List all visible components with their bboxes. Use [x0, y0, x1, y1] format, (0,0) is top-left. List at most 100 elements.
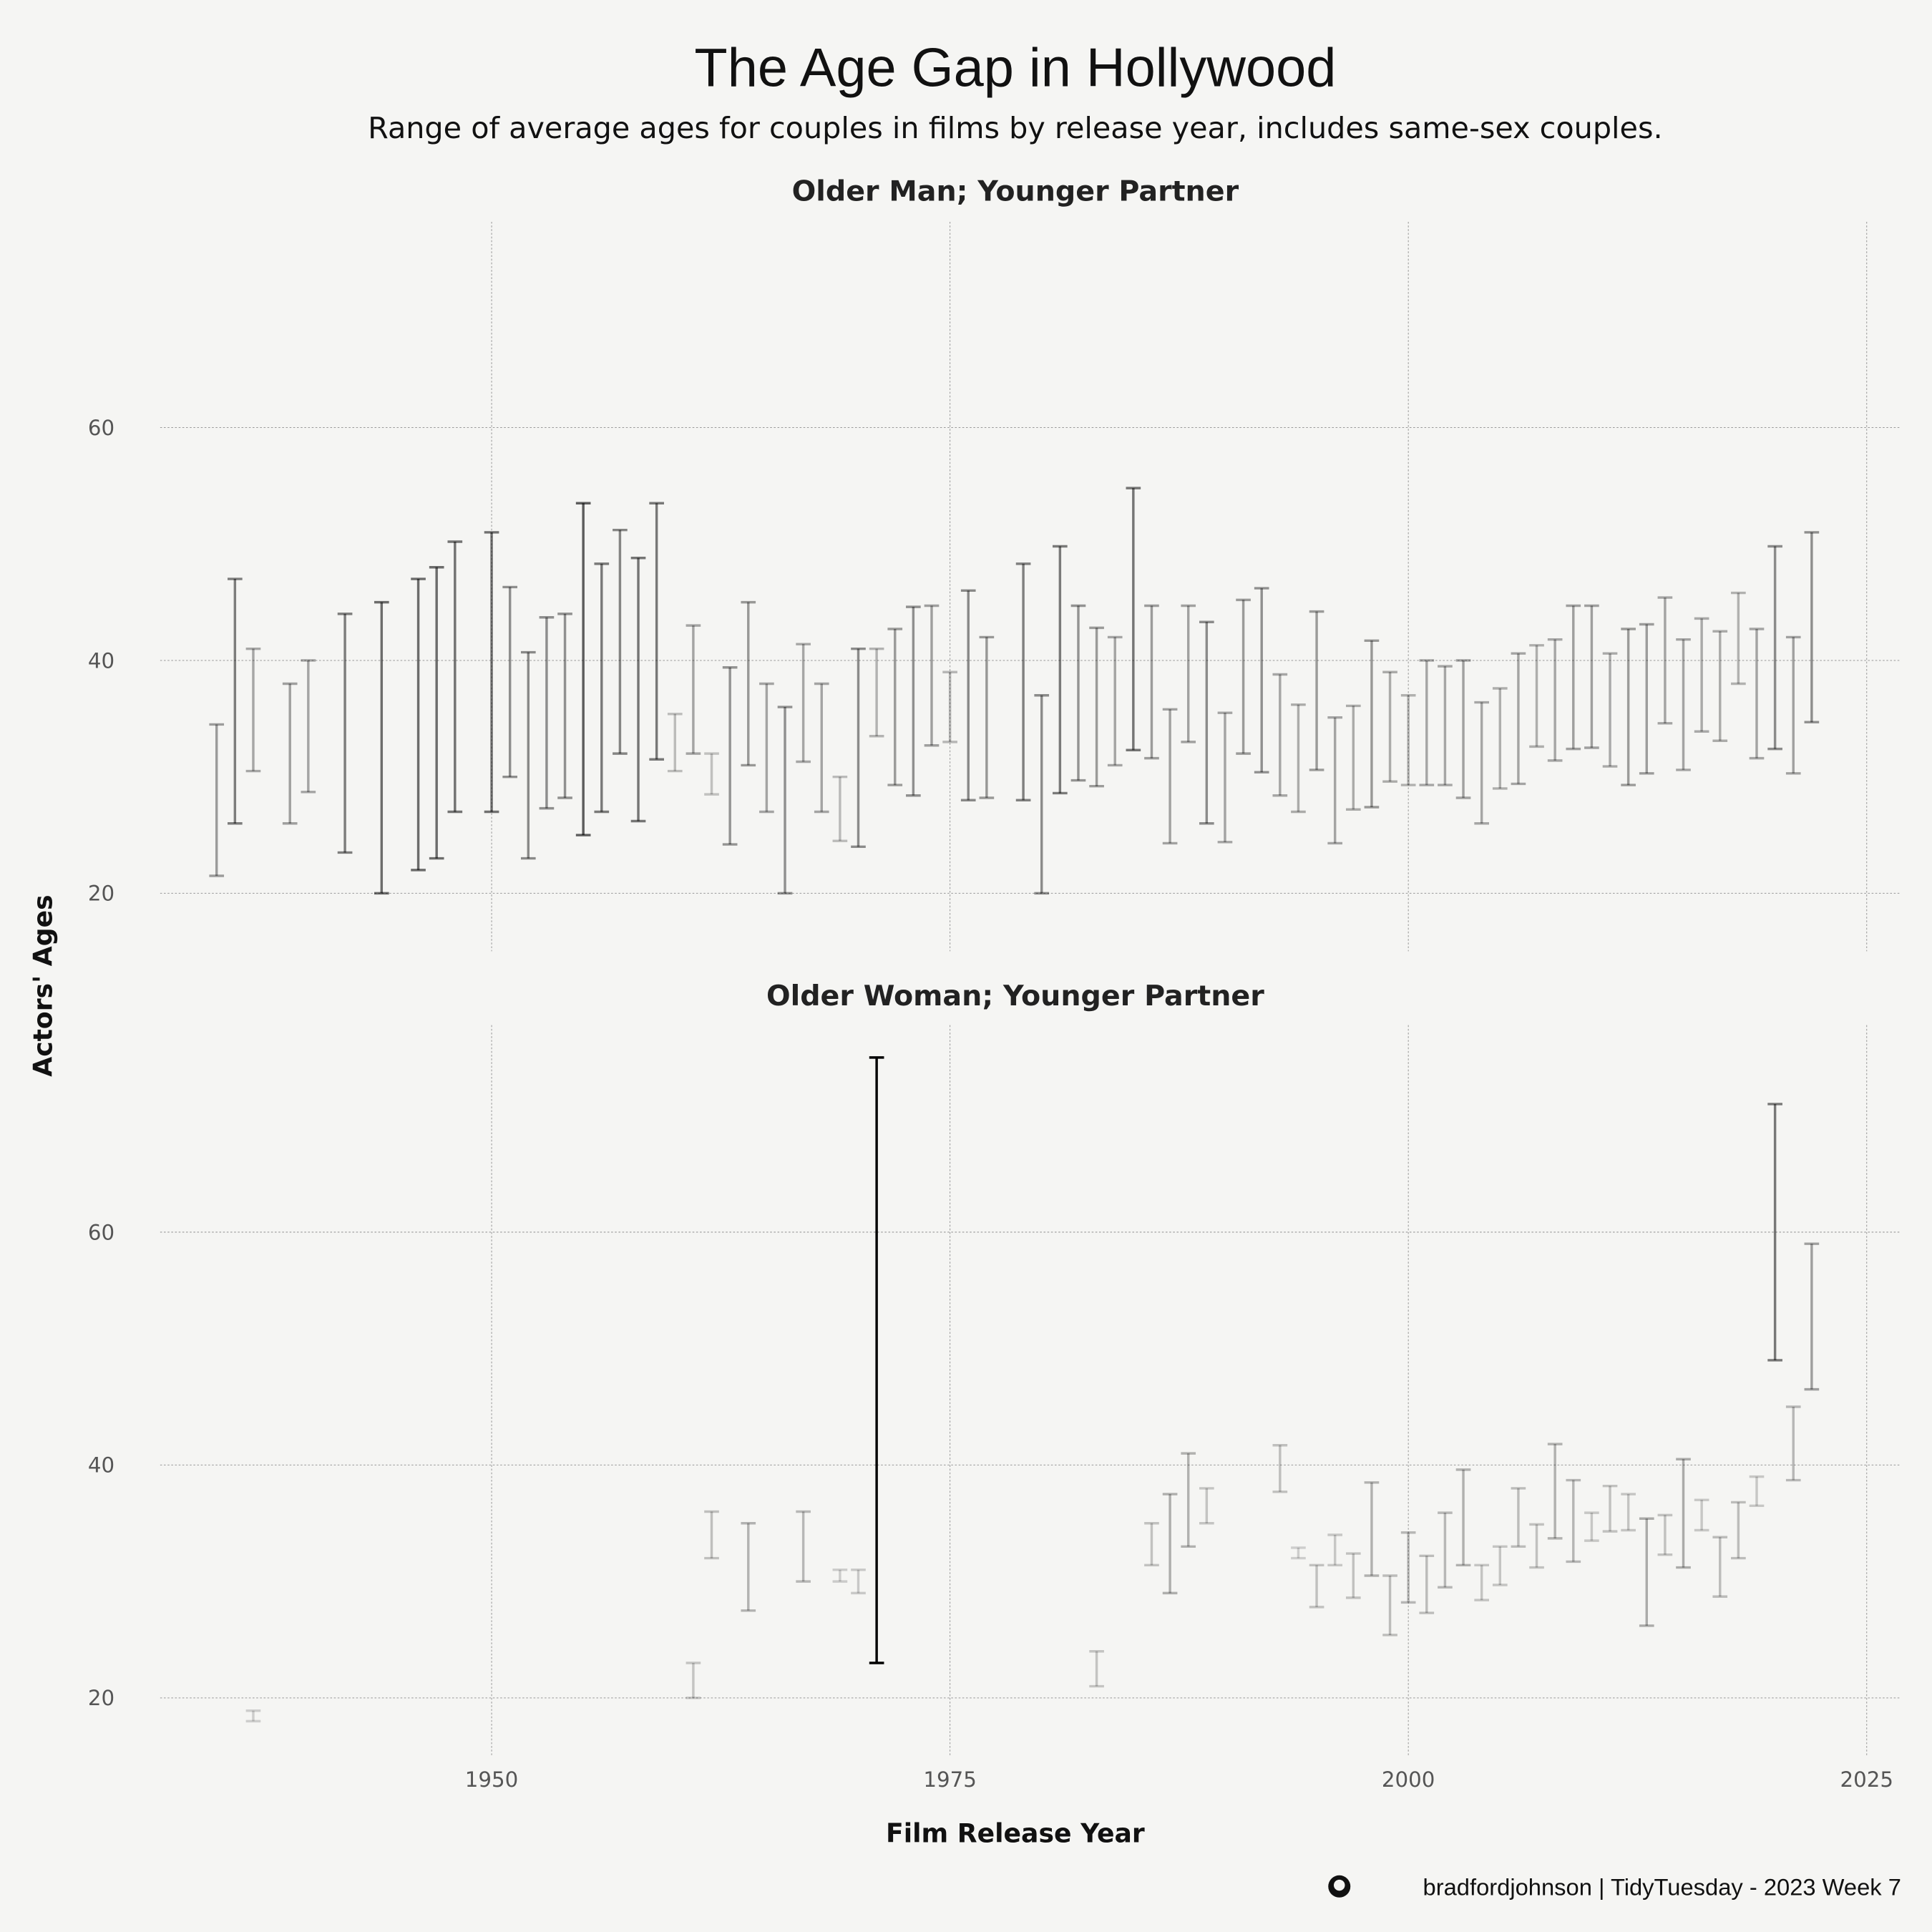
error-bar	[1236, 598, 1251, 755]
error-bar	[1694, 617, 1709, 733]
error-bar	[502, 585, 518, 779]
error-bar	[1199, 1487, 1214, 1525]
error-bar	[1345, 1552, 1361, 1599]
error-bar	[649, 502, 664, 761]
error-bar	[447, 540, 463, 814]
panel-older-man: 20 40 60	[88, 221, 1901, 952]
error-bar	[1364, 639, 1380, 809]
error-bar	[1621, 1493, 1636, 1532]
error-bar	[1162, 708, 1178, 845]
error-bar	[1529, 644, 1544, 748]
error-bar	[374, 600, 389, 895]
error-bar	[832, 775, 848, 842]
panel-label-older-man: Older Man; Younger Partner	[792, 175, 1239, 208]
error-bar	[1217, 711, 1233, 844]
error-bar	[1767, 1103, 1782, 1362]
error-bar	[1382, 670, 1397, 783]
error-bar	[1529, 1523, 1544, 1569]
error-bar	[1492, 1545, 1508, 1586]
error-bar	[1438, 1511, 1453, 1589]
y-tick-label: 20	[88, 1686, 114, 1710]
error-bar	[1015, 562, 1031, 801]
error-bar	[1804, 531, 1820, 723]
error-bar	[1785, 635, 1801, 775]
error-bar	[1657, 596, 1673, 725]
error-bar	[1089, 1650, 1104, 1688]
error-bar	[704, 752, 719, 796]
error-bar	[1566, 1478, 1581, 1563]
error-bar	[1107, 635, 1123, 767]
error-bar	[1053, 545, 1068, 795]
error-bar	[1474, 1563, 1489, 1601]
chart-title: The Age Gap in Hollywood	[694, 38, 1336, 99]
x-axis-ticks: 1950 1975 2000 2025	[465, 1767, 1893, 1792]
error-bar	[1749, 1475, 1765, 1508]
error-bar	[1639, 1517, 1654, 1627]
error-bar	[906, 605, 921, 797]
error-bar	[575, 502, 591, 836]
error-bar	[869, 647, 884, 738]
error-bar	[1309, 1563, 1324, 1609]
error-bar	[1731, 1501, 1746, 1560]
error-bar	[777, 706, 793, 895]
error-bar	[741, 600, 756, 767]
y-axis-label: Actors' Ages	[27, 894, 58, 1076]
error-bar	[1602, 1484, 1618, 1533]
error-bar	[796, 643, 811, 763]
error-bar	[1547, 638, 1563, 762]
error-bar	[594, 562, 610, 814]
error-bar	[1455, 1468, 1471, 1567]
error-bar	[796, 1510, 811, 1583]
error-bar	[832, 1568, 848, 1583]
error-bar	[1291, 1546, 1306, 1560]
error-bar	[1566, 604, 1581, 751]
error-bar	[1474, 701, 1489, 825]
error-bar	[1419, 1554, 1435, 1614]
panel-label-older-woman: Older Woman; Younger Partner	[766, 980, 1264, 1013]
error-bar	[1767, 545, 1782, 751]
error-bar	[722, 666, 738, 846]
error-bar	[851, 647, 866, 849]
error-bar	[1676, 638, 1691, 771]
error-bar	[1547, 1443, 1563, 1540]
error-bar	[1144, 604, 1159, 760]
y-tick-label: 60	[88, 1220, 114, 1244]
error-bar	[411, 577, 426, 872]
error-bar	[1749, 628, 1765, 760]
caption: bradfordjohnson | TidyTuesday - 2023 Wee…	[1423, 1873, 1901, 1900]
error-bar	[1621, 628, 1636, 786]
x-tick-label: 1975	[923, 1767, 976, 1792]
y-tick-label: 40	[88, 1453, 114, 1478]
error-bar	[759, 682, 774, 814]
error-bar	[1584, 1511, 1599, 1542]
error-bar	[282, 682, 298, 825]
y-tick-label: 60	[88, 416, 114, 440]
error-bar	[1034, 694, 1050, 895]
error-bar	[630, 557, 646, 823]
x-tick-label: 2000	[1382, 1767, 1435, 1792]
error-bar	[1144, 1522, 1159, 1567]
error-bar	[1327, 1533, 1343, 1567]
error-bar	[557, 613, 572, 799]
error-bar	[1181, 604, 1196, 743]
error-bar	[1272, 673, 1288, 797]
error-bar	[814, 682, 829, 814]
error-bar	[337, 613, 353, 854]
chart-subtitle: Range of average ages for couples in fil…	[368, 111, 1662, 145]
error-bar	[1804, 1242, 1820, 1391]
error-bar	[1400, 694, 1416, 786]
error-bar	[301, 659, 316, 794]
error-bar	[228, 577, 243, 825]
error-bar	[979, 635, 995, 799]
error-bar	[613, 528, 628, 755]
error-bar	[704, 1510, 719, 1560]
error-bar	[942, 670, 957, 743]
error-bar	[1602, 652, 1618, 768]
error-bar	[1657, 1513, 1673, 1556]
error-bar	[484, 531, 499, 814]
error-bar	[1785, 1405, 1801, 1482]
error-bar	[869, 1056, 884, 1664]
error-bar	[686, 1662, 701, 1699]
error-bar	[1492, 687, 1508, 790]
